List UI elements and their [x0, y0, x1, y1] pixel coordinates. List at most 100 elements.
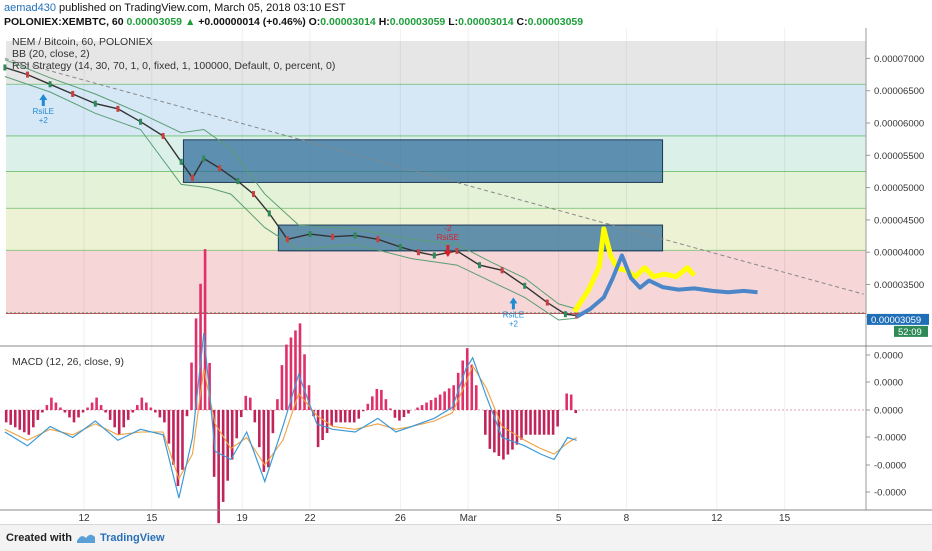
macd-hist-bar — [181, 410, 184, 470]
macd-hist-bar — [380, 389, 383, 410]
candle-24 — [478, 262, 481, 269]
macd-hist-bar — [321, 410, 324, 441]
candle-10 — [202, 155, 206, 162]
time-tick-label: 15 — [779, 513, 791, 524]
macd-hist-bar — [330, 410, 333, 426]
macd-hist-bar — [90, 402, 94, 410]
time-tick-label: 15 — [146, 513, 158, 524]
time-tick-label: 8 — [624, 513, 630, 524]
macd-hist-bar — [285, 344, 288, 410]
macd-hist-bar — [176, 410, 180, 487]
macd-hist-bar — [126, 410, 130, 420]
macd-hist-bar — [113, 410, 116, 428]
publisher-line: aemad430 published on TradingView.com, M… — [4, 2, 346, 14]
publisher-user[interactable]: aemad430 — [4, 2, 56, 14]
macd-tick-label: -0.0000 — [874, 488, 906, 499]
price-tick-label: 0.00006000 — [874, 119, 924, 130]
price-tick-label: 0.00005500 — [874, 151, 924, 162]
candle-20 — [398, 244, 402, 251]
macd-tick-label: 0.0000 — [874, 378, 903, 389]
macd-hist-bar — [45, 405, 49, 410]
macd-hist-bar — [122, 410, 126, 428]
price-chart[interactable]: RsiLE+2RsiLE+2-2RsiSE0.000070000.0000650… — [0, 0, 932, 524]
macd-hist-bar — [565, 393, 568, 410]
macd-hist-bar — [556, 410, 559, 427]
macd-hist-bar — [13, 410, 17, 428]
macd-hist-bar — [230, 410, 234, 460]
price-tick-label: 0.00005000 — [874, 183, 924, 194]
macd-hist-bar — [371, 396, 374, 410]
macd-hist-bar — [239, 410, 243, 418]
macd-line — [4, 332, 577, 499]
macd-hist-bar — [343, 410, 347, 423]
macd-hist-bar — [384, 399, 388, 410]
macd-hist-bar — [434, 397, 437, 410]
candle-18 — [353, 232, 357, 239]
trendline — [4, 57, 864, 295]
time-tick-label: Mar — [460, 513, 478, 524]
tradingview-brand[interactable]: TradingView — [100, 532, 165, 544]
macd-tick-label: 0.0000 — [874, 351, 903, 362]
macd-hist-bar — [50, 397, 53, 410]
macd-hist-bar — [63, 410, 67, 413]
macd-hist-bar — [185, 410, 189, 417]
macd-hist-bar — [18, 410, 22, 430]
macd-hist-bar — [547, 410, 550, 435]
macd-hist-bar — [312, 410, 315, 417]
time-tick-label: 12 — [711, 513, 723, 524]
candle-22 — [432, 252, 436, 259]
macd-hist-bar — [497, 410, 501, 456]
macd-hist-bar — [41, 410, 44, 413]
macd-hist-bar — [366, 403, 370, 410]
macd-tick-label: -0.0000 — [874, 433, 906, 444]
quote-line: POLONIEX:XEMBTC, 60 0.00003059 ▲ +0.0000… — [4, 16, 583, 28]
price-tick-label: 0.00003500 — [874, 280, 924, 291]
bb-legend: BB (20, close, 2) — [12, 48, 90, 60]
macd-hist-bar — [244, 395, 248, 410]
time-tick-label: 19 — [237, 513, 249, 524]
macd-hist-bar — [72, 410, 76, 423]
macd-hist-bar — [574, 410, 578, 414]
macd-hist-bar — [140, 397, 144, 410]
macd-hist-bar — [502, 410, 505, 460]
candle-4 — [93, 100, 97, 107]
rsi-legend: RSI Strategy (14, 30, 70, 1, 0, fixed, 1… — [12, 60, 336, 72]
price-axis-bg — [866, 28, 932, 510]
macd-hist-bar — [298, 323, 302, 410]
open-value: 0.00003014 — [320, 16, 376, 28]
macd-hist-bar — [22, 410, 26, 433]
rect-zone-1 — [277, 224, 664, 252]
close-value: 0.00003059 — [527, 16, 584, 28]
candle-28 — [563, 311, 567, 318]
publish-info: published on TradingView.com, March 05, … — [56, 2, 346, 14]
macd-hist-bar — [262, 410, 266, 472]
macd-hist-bar — [429, 400, 433, 410]
macd-hist-bar — [4, 410, 8, 423]
macd-hist-bar — [569, 394, 573, 410]
bb-lower-line — [4, 76, 577, 321]
high-label: H: — [378, 16, 390, 28]
macd-hist-bar — [307, 385, 311, 410]
macd-hist-bar — [235, 410, 239, 439]
macd-hist-bar — [425, 402, 428, 410]
last-price: 0.00003059 — [126, 16, 183, 28]
macd-hist-bar — [248, 397, 252, 410]
macd-hist-bar — [484, 410, 487, 435]
created-with-label: Created with — [6, 532, 73, 544]
signal-qty: -2 — [444, 224, 452, 233]
macd-hist-bar — [253, 410, 257, 423]
macd-hist-bar — [77, 410, 80, 418]
macd-hist-bar — [258, 410, 261, 448]
candle-17 — [331, 233, 335, 240]
price-tick-label: 0.00004500 — [874, 215, 924, 226]
macd-hist-bar — [208, 362, 211, 410]
time-tick-label: 22 — [304, 513, 316, 524]
macd-hist-bar — [104, 410, 107, 413]
time-badge-label: 52:09 — [898, 327, 922, 338]
macd-hist-bar — [334, 410, 338, 423]
candle-23 — [455, 247, 459, 254]
macd-hist-bar — [420, 405, 424, 410]
macd-hist-bar — [217, 410, 220, 524]
macd-hist-bar — [167, 410, 171, 444]
